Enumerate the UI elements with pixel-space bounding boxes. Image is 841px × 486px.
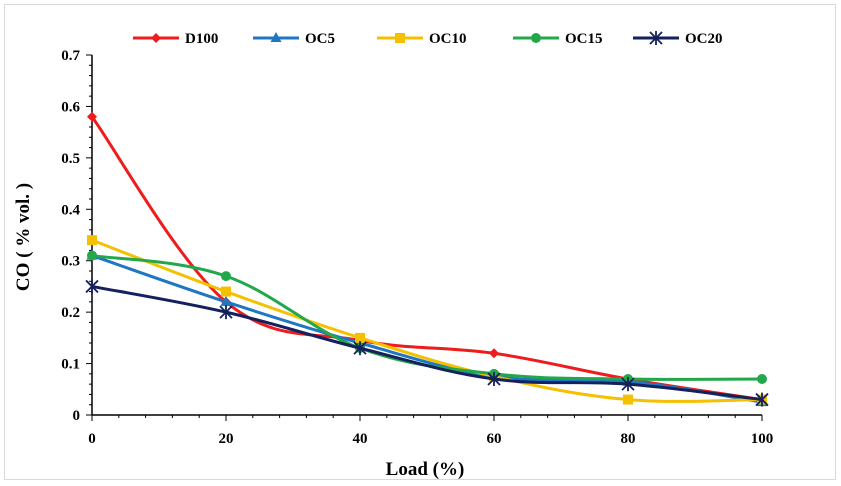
legend-item-oc15: OC15 (513, 31, 603, 47)
y-tick-label: 0.2 (61, 305, 80, 321)
series-layer (86, 112, 768, 407)
line-chart: D100 OC5 OC10 OC15 OC20 0 0.1 0.2 0.3 0.4 0.5 0.6 0… (5, 5, 837, 481)
legend-item-d100: D100 (133, 31, 218, 47)
legend-label-oc10: OC10 (429, 31, 467, 47)
data-point-oc10 (221, 287, 231, 297)
legend-marker-oc10 (395, 33, 405, 43)
legend: D100 OC5 OC10 OC15 OC20 (133, 31, 723, 47)
series-line-oc20 (92, 286, 762, 399)
legend-marker-d100 (151, 33, 161, 43)
data-point-oc15 (757, 374, 767, 384)
legend-label-oc20: OC20 (685, 31, 723, 47)
legend-item-oc20: OC20 (633, 31, 723, 47)
x-tick-label: 40 (353, 431, 368, 447)
y-tick-label: 0.7 (61, 48, 80, 64)
legend-label-d100: D100 (185, 31, 218, 47)
legend-label-oc5: OC5 (305, 31, 335, 47)
data-point-oc10 (87, 235, 97, 245)
x-tick-label: 60 (487, 431, 502, 447)
y-tick-label: 0.4 (61, 202, 80, 218)
legend-item-oc10: OC10 (377, 31, 467, 47)
y-axis-title: CO ( % vol. ) (13, 183, 34, 291)
y-tick-label: 0.3 (61, 254, 80, 270)
data-point-d100 (489, 348, 499, 358)
y-tick-label: 0.5 (61, 151, 80, 167)
x-tick-label: 100 (751, 431, 774, 447)
data-point-oc15 (221, 271, 231, 281)
x-tick-label: 80 (621, 431, 636, 447)
x-tick-label: 0 (88, 431, 96, 447)
x-axis-title: Load (%) (386, 459, 465, 480)
data-point-oc15 (87, 251, 97, 261)
y-tick-label: 0.1 (61, 357, 80, 373)
chart-frame: D100 OC5 OC10 OC15 OC20 0 0.1 0.2 0.3 0.4 0.5 0.6 0… (4, 4, 836, 480)
series-oc15 (87, 251, 767, 384)
series-oc20 (86, 279, 768, 406)
legend-label-oc15: OC15 (565, 31, 603, 47)
legend-item-oc5: OC5 (253, 31, 335, 47)
series-oc5 (87, 250, 768, 407)
data-point-oc10 (623, 395, 633, 405)
x-tick-label: 20 (219, 431, 234, 447)
y-tick-label: 0 (73, 408, 81, 424)
legend-marker-oc15 (531, 33, 541, 43)
y-tick-label: 0.6 (61, 99, 80, 115)
